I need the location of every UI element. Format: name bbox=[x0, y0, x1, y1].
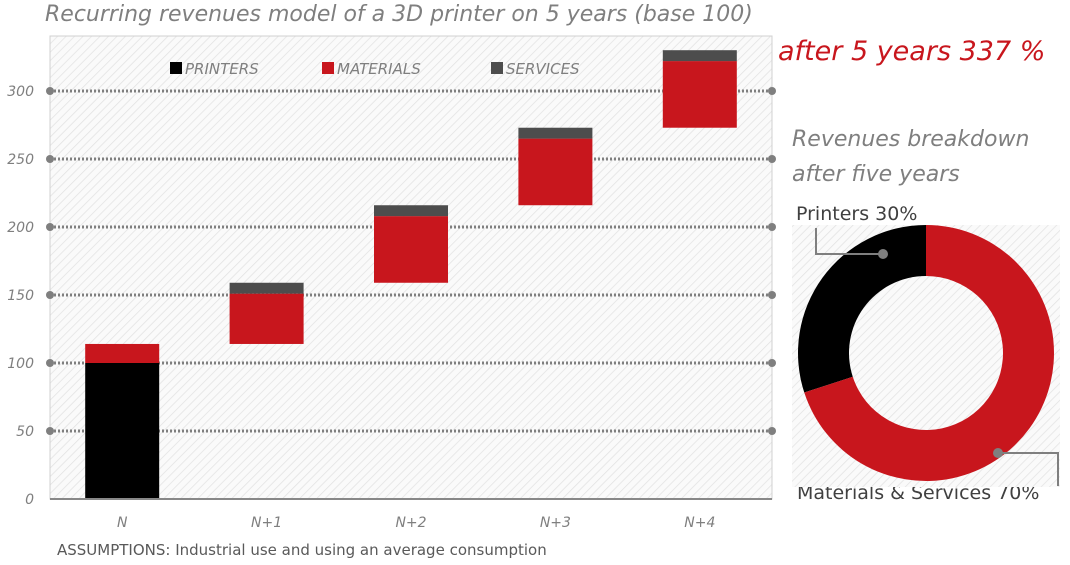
leader-line bbox=[998, 452, 1059, 486]
highlight-prefix: after bbox=[778, 36, 851, 67]
x-tick-label: N+4 bbox=[684, 515, 715, 531]
legend-label-materials: MATERIALS bbox=[337, 60, 421, 78]
gridline-marker bbox=[768, 359, 776, 367]
leader-dot bbox=[878, 249, 888, 259]
donut-slice-printers bbox=[798, 225, 926, 393]
y-tick-label: 0 bbox=[25, 492, 34, 508]
donut-label-materials-pct: 70% bbox=[997, 482, 1040, 504]
donut-slice-materials bbox=[804, 225, 1054, 481]
bar-services bbox=[662, 50, 737, 62]
donut-label-materials: Materials & Services 70% bbox=[797, 482, 1039, 504]
donut-title: Revenues breakdown after five years bbox=[792, 127, 1030, 187]
donut-label-materials-name: Materials & Services bbox=[797, 482, 992, 504]
x-tick-label: N+2 bbox=[395, 515, 426, 531]
y-tick-label: 150 bbox=[7, 288, 34, 304]
bar-materials bbox=[662, 61, 737, 128]
legend-swatch-printers bbox=[170, 62, 182, 74]
y-tick-label: 100 bbox=[7, 356, 34, 372]
highlight-mid: years bbox=[868, 36, 960, 67]
bar-materials bbox=[85, 343, 160, 363]
leader-line bbox=[815, 228, 883, 255]
donut-label-printers-pct: 30% bbox=[875, 203, 918, 225]
gridline-marker bbox=[46, 155, 54, 163]
bar-materials bbox=[518, 138, 593, 206]
chart-title: Recurring revenues model of a 3D printer… bbox=[45, 2, 753, 27]
y-tick-label: 200 bbox=[7, 220, 34, 236]
x-tick-label: N+1 bbox=[251, 515, 282, 531]
highlight-pct: 337 % bbox=[959, 36, 1046, 67]
gridline-marker bbox=[768, 87, 776, 95]
legend-label-services: SERVICES bbox=[506, 60, 580, 78]
gridline-marker bbox=[46, 291, 54, 299]
leader-dot bbox=[993, 448, 1003, 458]
bar-services bbox=[374, 205, 448, 217]
y-tick-label: 250 bbox=[7, 152, 34, 168]
bar-services bbox=[518, 127, 593, 139]
gridline-marker bbox=[768, 155, 776, 163]
gridline-marker bbox=[46, 223, 54, 231]
legend-swatch-services bbox=[491, 62, 503, 74]
bar-printers bbox=[85, 363, 160, 499]
gridline-marker bbox=[46, 359, 54, 367]
donut-label-printers-name: Printers bbox=[796, 203, 870, 225]
gridline-marker bbox=[46, 427, 54, 435]
donut-label-printers: Printers 30% bbox=[796, 203, 917, 225]
legend-swatch-materials bbox=[322, 62, 334, 74]
highlight-num: 5 bbox=[850, 36, 869, 67]
legend-label-printers: PRINTERS bbox=[185, 60, 259, 78]
gridline-marker bbox=[46, 87, 54, 95]
x-tick-label: N+3 bbox=[540, 515, 571, 531]
assumptions-note: ASSUMPTIONS: Industrial use and using an… bbox=[57, 541, 547, 559]
y-tick-label: 300 bbox=[7, 84, 34, 100]
bar-materials bbox=[374, 216, 448, 283]
growth-highlight: after 5 years 337 % bbox=[778, 36, 1045, 67]
bar-services bbox=[229, 282, 304, 294]
x-tick-label: N bbox=[117, 515, 128, 531]
gridline-marker bbox=[768, 427, 776, 435]
y-tick-label: 50 bbox=[16, 424, 34, 440]
bar-materials bbox=[229, 293, 304, 344]
gridline-marker bbox=[768, 291, 776, 299]
gridline-marker bbox=[768, 223, 776, 231]
